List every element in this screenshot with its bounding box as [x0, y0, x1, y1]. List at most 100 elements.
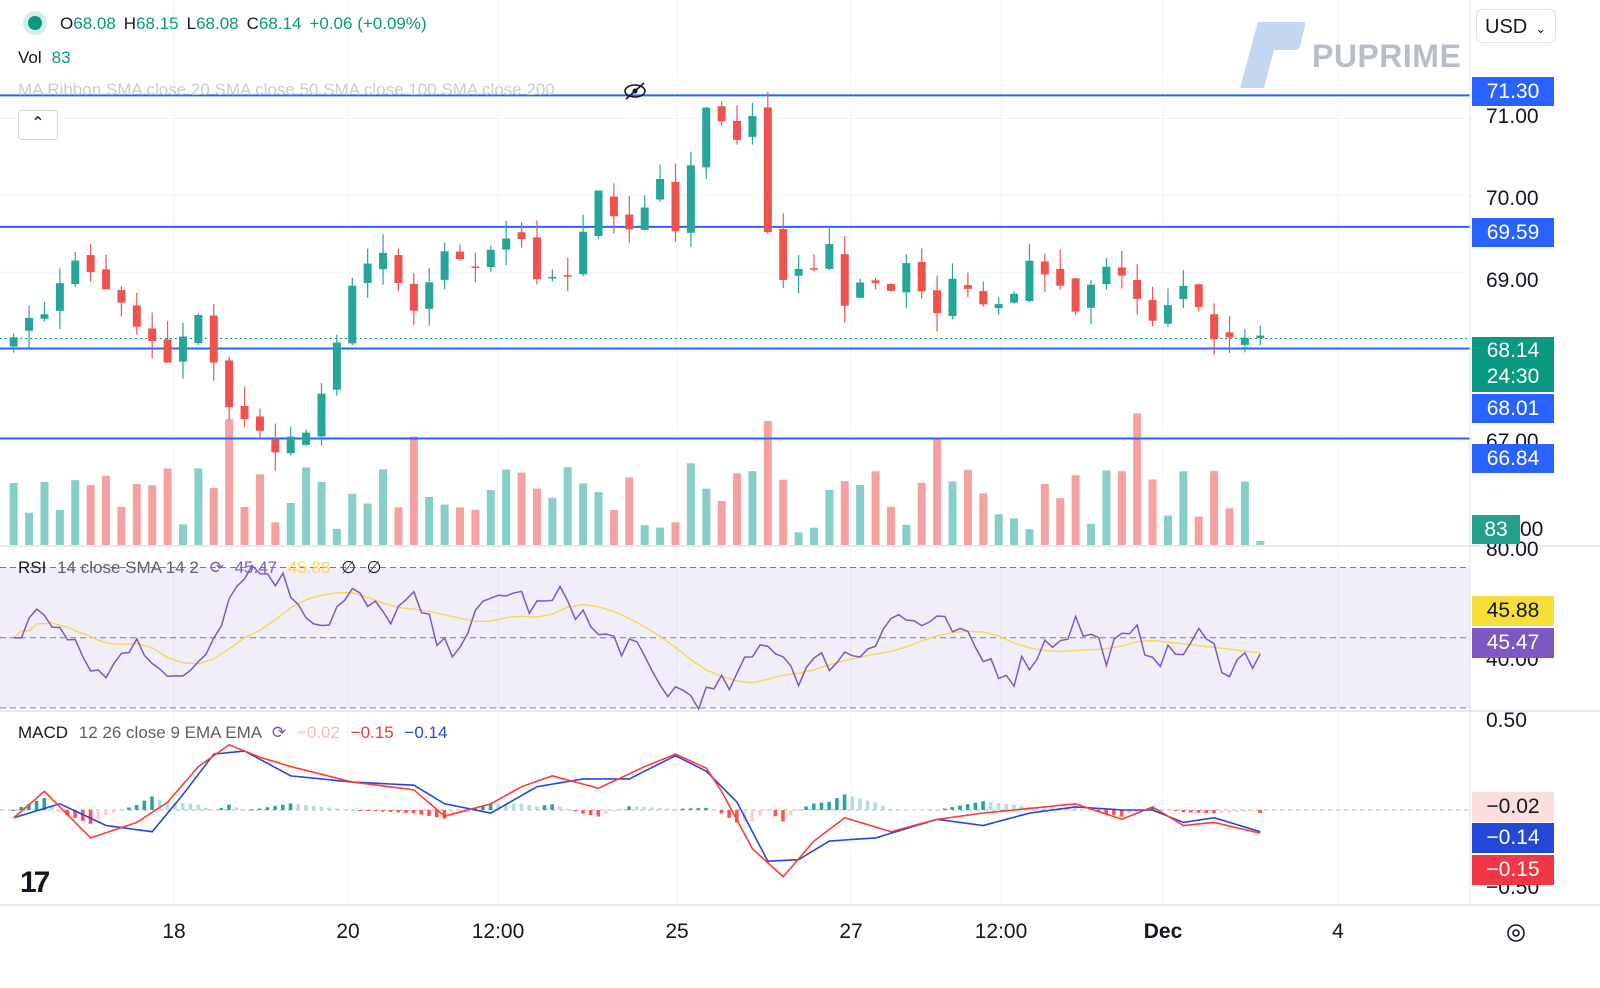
candle-body — [640, 207, 649, 230]
macd-histogram-bar — [758, 810, 762, 817]
candle-body — [1256, 335, 1265, 339]
macd-histogram-bar — [750, 810, 755, 822]
refresh-icon[interactable]: ⟳ — [209, 558, 224, 577]
macd-legend[interactable]: MACD 12 26 close 9 EMA EMA ⟳ −0.02 −0.15… — [18, 723, 447, 743]
currency-select[interactable]: USD ⌄ — [1476, 9, 1556, 43]
macd-histogram-bar — [581, 810, 585, 814]
volume-bar — [209, 487, 218, 545]
volume-bar — [25, 512, 34, 545]
candle-body — [1010, 293, 1019, 303]
macd-histogram-bar — [180, 802, 185, 810]
macd-histogram-bar — [250, 809, 254, 811]
macd-histogram-bar — [1119, 810, 1124, 817]
volume-bar — [517, 472, 526, 545]
macd-histogram-bar — [1227, 810, 1232, 813]
volume-bar — [486, 490, 495, 545]
bar-countdown: 24:30 — [1486, 365, 1540, 388]
rsi-legend[interactable]: RSI 14 close SMA 14 2 ⟳ 45.47 45.88 ∅ ∅ — [18, 558, 381, 578]
macd-histogram-bar — [588, 810, 593, 816]
volume-bar — [979, 493, 988, 545]
macd-histogram-bar — [1012, 804, 1016, 810]
macd-histogram-bar — [350, 810, 354, 811]
chevron-down-icon: ⌄ — [1535, 21, 1547, 36]
time-tick: 25 — [665, 920, 689, 943]
ma-ribbon-legend[interactable]: MA Ribbon SMA close 20 SMA close 50 SMA … — [18, 80, 555, 100]
candle-body — [856, 282, 865, 298]
macd-histogram-bar — [765, 810, 770, 812]
candle-body — [102, 269, 111, 290]
macd-histogram-bar — [642, 806, 647, 810]
candle-body — [994, 304, 1003, 309]
time-tick: 27 — [839, 920, 863, 943]
volume-bar — [1056, 498, 1065, 545]
candle-body — [656, 178, 665, 200]
open-value: 68.08 — [73, 14, 116, 33]
macd-histogram-bar — [604, 810, 608, 814]
candle-body — [902, 263, 911, 293]
volume-bar — [132, 484, 141, 545]
volume-legend[interactable]: Vol 83 — [18, 48, 71, 68]
macd-tick: 0.50 — [1486, 709, 1527, 732]
hidden-eye-icon[interactable] — [622, 81, 648, 101]
macd-histogram-bar — [558, 806, 562, 810]
tradingview-logo[interactable]: 17 — [20, 866, 50, 899]
volume-bar — [502, 469, 511, 545]
candle-body — [1102, 266, 1111, 285]
volume-bar — [1117, 471, 1126, 545]
volume-bar — [1102, 470, 1111, 545]
candle-body — [271, 438, 280, 453]
macd-histogram-bar — [719, 810, 724, 814]
change-value: +0.06 (+0.09%) — [309, 14, 427, 33]
volume-bar — [1087, 523, 1096, 545]
macd-histogram-bar — [858, 798, 862, 810]
refresh-icon[interactable]: ⟳ — [271, 723, 287, 742]
market-status-dot — [28, 16, 42, 30]
macd-histogram-bar — [696, 808, 701, 810]
volume-bar — [102, 475, 111, 545]
macd-histogram-bar — [150, 796, 154, 810]
candle-body — [409, 283, 418, 311]
macd-histogram-bar — [1042, 807, 1047, 810]
candle-body — [379, 252, 388, 270]
candle-body — [1056, 268, 1065, 286]
empty-value-icon: ∅ — [341, 558, 356, 577]
macd-histogram-bar — [904, 809, 908, 811]
time-tick: 12:00 — [974, 920, 1028, 943]
volume-bar — [379, 469, 388, 545]
open-label: O — [60, 14, 74, 33]
candle-body — [763, 107, 772, 233]
last-price-value: 68.14 — [1486, 339, 1540, 362]
macd-histogram-bar — [1073, 807, 1078, 810]
volume-bar — [55, 509, 64, 545]
macd-histogram-bar — [1250, 810, 1255, 812]
macd-histogram-bar — [534, 806, 539, 810]
volume-bar — [748, 471, 757, 545]
macd-histogram-bar — [496, 803, 501, 810]
macd-histogram-bar — [973, 802, 978, 810]
macd-histogram-bar — [165, 802, 170, 810]
candle-body — [609, 196, 618, 217]
macd-histogram-bar — [1004, 804, 1008, 810]
macd-histogram-bar — [434, 810, 439, 818]
macd-histogram-bar — [804, 806, 808, 810]
settings-gear-icon[interactable] — [1505, 922, 1527, 944]
macd-histogram-bar — [357, 810, 362, 811]
volume-bar — [471, 509, 480, 545]
macd-histogram-bar — [342, 809, 347, 811]
candle-body — [209, 315, 218, 363]
macd-histogram-bar — [565, 808, 570, 810]
ma-ribbon-label: MA Ribbon SMA close 20 SMA close 50 SMA … — [18, 80, 555, 99]
macd-histogram-bar — [842, 794, 847, 810]
collapse-legend-button[interactable]: ⌃ — [18, 110, 58, 140]
macd-histogram-bar — [888, 808, 893, 810]
macd-histogram-bar — [234, 807, 239, 810]
volume-bar — [717, 501, 726, 545]
volume-bar — [656, 527, 665, 545]
candle-body — [963, 285, 972, 289]
volume-badge: 83 — [1472, 515, 1520, 544]
macd-histogram-bar — [681, 808, 685, 810]
volume-bar — [948, 481, 957, 545]
macd-histogram-bar — [204, 807, 208, 810]
